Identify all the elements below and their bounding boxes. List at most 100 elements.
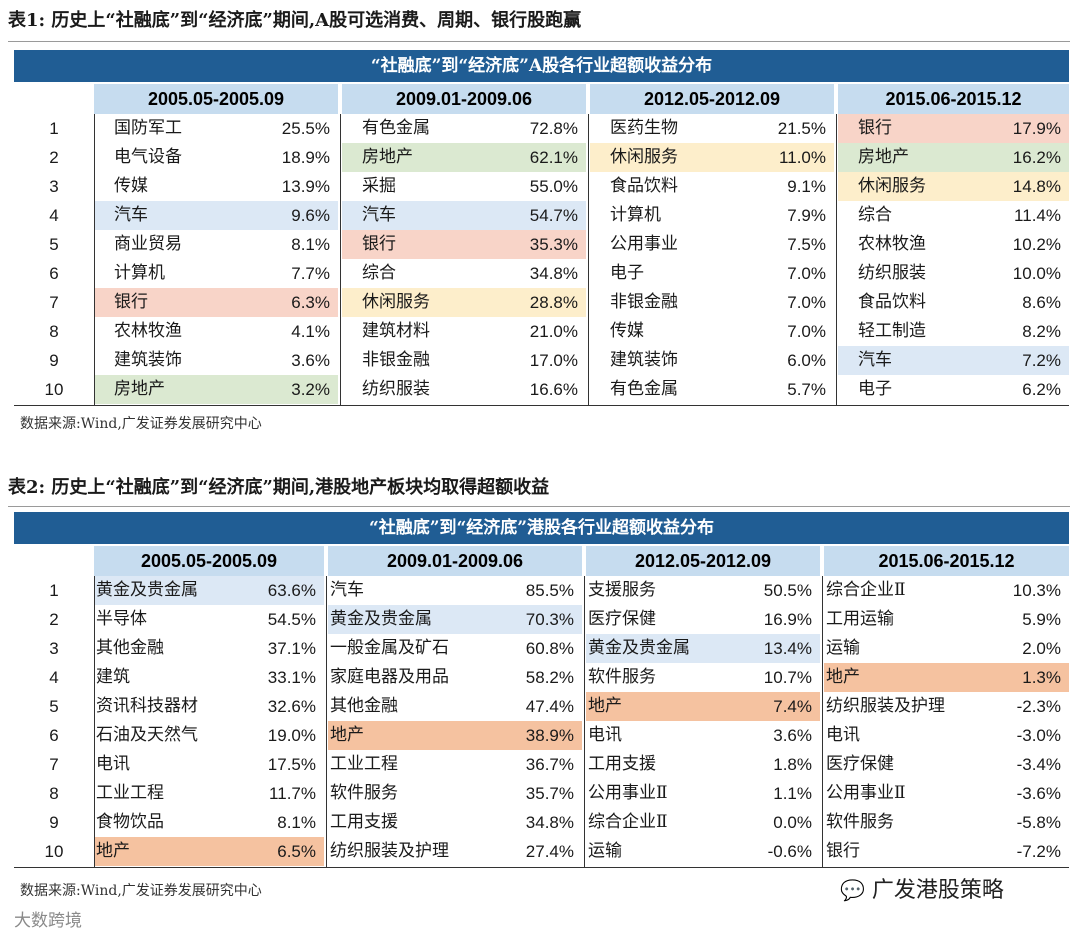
industry-cell: 食品饮料 9.1% [590,172,834,201]
industry-name: 黄金及贵金属 [330,609,432,629]
column-divider [836,114,837,405]
rank-number: 3 [49,177,59,196]
table2-period-header: 2012.05-2012.09 [586,546,820,576]
table1-row: 10 房地产 3.2% 纺织服装 16.6% 有色金属 5.7% 电子 6.2% [14,375,1069,404]
rank-number: 10 [44,380,64,399]
table1-row: 7 银行 6.3% 休闲服务 28.8% 非银金融 7.0% 食品饮料 8.6% [14,288,1069,317]
excess-return-value: 10.2% [1012,235,1061,254]
excess-return-value: 25.5% [281,119,330,138]
industry-cell: 电子 6.2% [838,375,1069,404]
industry-name: 家庭电器及用品 [330,667,449,687]
industry-cell: 房地产 16.2% [838,143,1069,172]
industry-name: 食品饮料 [858,292,926,312]
industry-cell: 银行 35.3% [342,230,586,259]
industry-name: 银行 [114,292,148,312]
rank-number: 8 [49,322,59,341]
excess-return-value: 5.9% [1022,610,1061,629]
table2-row: 8 工业工程 11.7% 软件服务 35.7% 公用事业Ⅱ 1.1% 公用事业Ⅱ -3.6% [14,779,1069,808]
industry-cell: 纺织服装 10.0% [838,259,1069,288]
excess-return-value: 37.1% [267,639,316,658]
table2-period-header: 2005.05-2005.09 [94,546,324,576]
industry-name: 软件服务 [826,812,894,832]
industry-cell: 非银金融 17.0% [342,346,586,375]
rank-number: 4 [49,206,59,225]
industry-cell: 医药生物 21.5% [590,114,834,143]
industry-cell: 纺织服装及护理 -2.3% [824,692,1069,721]
industry-name: 计算机 [610,205,661,225]
excess-return-value: 14.8% [1012,177,1061,196]
industry-name: 地产 [588,696,622,716]
table1-period-header: 2015.06-2015.12 [838,84,1069,114]
excess-return-value: 21.0% [529,322,578,341]
excess-return-value: 1.3% [1022,668,1061,687]
excess-return-value: 28.8% [529,293,578,312]
excess-return-value: 36.7% [525,755,574,774]
rank-number: 7 [49,755,59,774]
industry-name: 非银金融 [362,350,430,370]
brand-logo: 💬 广发港股策略 [840,872,1004,904]
excess-return-value: 70.3% [525,610,574,629]
table1: “社融底”到“经济底”A股各行业超额收益分布 2005.05-2005.09 2… [14,50,1069,406]
rank-number: 1 [49,119,59,138]
industry-name: 建筑 [96,667,130,687]
excess-return-value: 38.9% [525,726,574,745]
table2-banner: “社融底”到“经济底”港股各行业超额收益分布 [14,512,1069,544]
industry-name: 国防军工 [114,118,182,138]
excess-return-value: 32.6% [267,697,316,716]
industry-cell: 有色金属 72.8% [342,114,586,143]
wechat-icon: 💬 [840,878,865,902]
industry-name: 电气设备 [114,147,182,167]
industry-name: 其他金融 [96,638,164,658]
rank-number: 2 [49,148,59,167]
industry-cell: 银行 17.9% [838,114,1069,143]
industry-name: 汽车 [362,205,396,225]
excess-return-value: 5.7% [787,380,826,399]
table2-period-header: 2015.06-2015.12 [824,546,1069,576]
industry-name: 电子 [610,263,644,283]
industry-name: 半导体 [96,609,147,629]
industry-name: 医疗保健 [588,609,656,629]
column-divider [326,576,327,867]
rank-number: 7 [49,293,59,312]
industry-name: 休闲服务 [858,176,926,196]
excess-return-value: 60.8% [525,639,574,658]
industry-name: 综合 [858,205,892,225]
excess-return-value: 50.5% [763,581,812,600]
table1-row: 1 国防军工 25.5% 有色金属 72.8% 医药生物 21.5% 银行 17.9% [14,114,1069,143]
industry-cell: 一般金属及矿石 60.8% [328,634,582,663]
table2-body: 1 黄金及贵金属 63.6% 汽车 85.5% 支援服务 50.5% 综合企业Ⅱ 10.3% 2 半… [14,576,1069,868]
table2-row: 5 资讯科技器材 32.6% 其他金融 47.4% 地产 7.4% 纺织服装及护理 -2.3% [14,692,1069,721]
excess-return-value: 7.0% [787,264,826,283]
rank-number: 6 [49,726,59,745]
industry-name: 石油及天然气 [96,725,198,745]
excess-return-value: 16.2% [1012,148,1061,167]
table2-row: 10 地产 6.5% 纺织服装及护理 27.4% 运输 -0.6% 银行 -7.2% [14,837,1069,866]
industry-name: 公用事业Ⅱ [588,783,668,803]
industry-name: 银行 [362,234,396,254]
excess-return-value: 16.6% [529,380,578,399]
industry-name: 汽车 [114,205,148,225]
industry-name: 一般金属及矿石 [330,638,449,658]
industry-name: 运输 [588,841,622,861]
table2-row: 9 食物饮品 8.1% 工用支援 34.8% 综合企业Ⅱ 0.0% 软件服务 -5.8% [14,808,1069,837]
industry-cell: 农林牧渔 4.1% [94,317,338,346]
industry-name: 农林牧渔 [858,234,926,254]
industry-name: 工用支援 [330,812,398,832]
industry-cell: 运输 -0.6% [586,837,820,866]
excess-return-value: 9.6% [291,206,330,225]
industry-cell: 电讯 3.6% [586,721,820,750]
industry-name: 公用事业Ⅱ [826,783,906,803]
industry-cell: 电讯 -3.0% [824,721,1069,750]
rank-number: 5 [49,235,59,254]
industry-cell: 休闲服务 11.0% [590,143,834,172]
rank-number: 1 [49,581,59,600]
industry-name: 电讯 [588,725,622,745]
excess-return-value: 3.2% [291,380,330,399]
excess-return-value: 3.6% [291,351,330,370]
table1-row: 6 计算机 7.7% 综合 34.8% 电子 7.0% 纺织服装 10.0% [14,259,1069,288]
industry-name: 黄金及贵金属 [588,638,690,658]
industry-name: 传媒 [610,321,644,341]
rank-number: 4 [49,668,59,687]
table2-row: 1 黄金及贵金属 63.6% 汽车 85.5% 支援服务 50.5% 综合企业Ⅱ 10.3% [14,576,1069,605]
excess-return-value: 6.2% [1022,380,1061,399]
